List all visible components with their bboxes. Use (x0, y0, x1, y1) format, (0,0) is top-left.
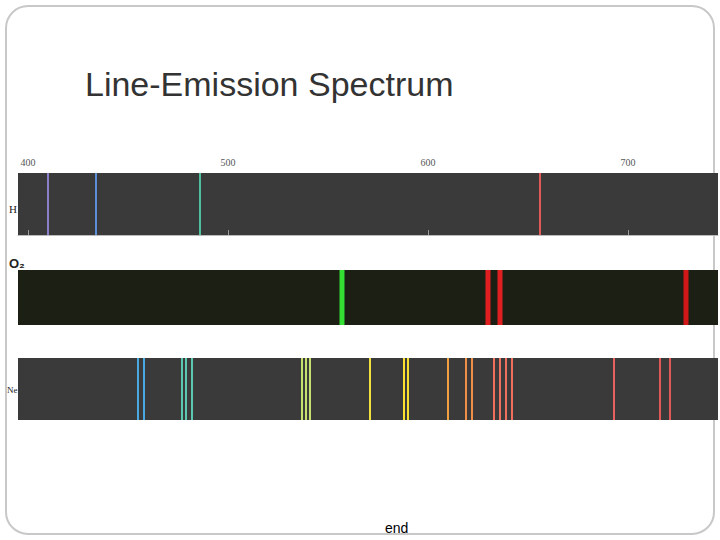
svg-text:400: 400 (21, 157, 36, 168)
svg-text:700: 700 (621, 157, 636, 168)
svg-text:Line-Emission Spectrum: Line-Emission Spectrum (85, 65, 453, 103)
svg-text:Ne: Ne (7, 385, 18, 395)
svg-text:end: end (385, 520, 408, 536)
svg-text:H: H (9, 203, 17, 215)
svg-text:500: 500 (221, 157, 236, 168)
svg-text:O₂: O₂ (9, 256, 25, 271)
svg-text:600: 600 (421, 157, 436, 168)
